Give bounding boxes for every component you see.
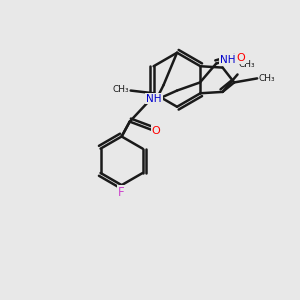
- Text: CH₃: CH₃: [239, 59, 256, 68]
- Text: O: O: [152, 126, 161, 136]
- Text: F: F: [118, 186, 125, 199]
- Text: CH₃: CH₃: [259, 74, 275, 83]
- Text: NH: NH: [146, 94, 162, 104]
- Text: CH₃: CH₃: [113, 85, 129, 94]
- Text: O: O: [236, 53, 245, 63]
- Text: NH: NH: [220, 55, 235, 65]
